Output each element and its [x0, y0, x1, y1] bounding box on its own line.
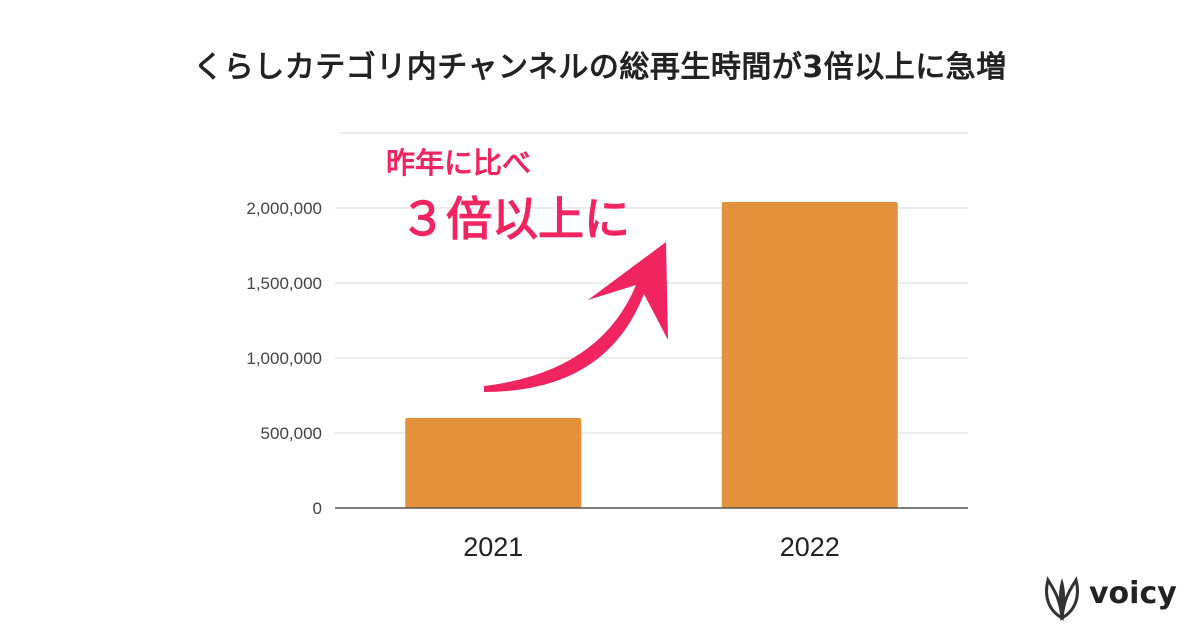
- x-tick-label: 2022: [780, 532, 840, 562]
- x-tick-label: 2021: [463, 532, 523, 562]
- y-axis-ticks: 0 500,000 1,000,000 1,500,000 2,000,000: [246, 199, 322, 518]
- x-axis-ticks: 2021 2022: [463, 532, 840, 562]
- voicy-leaf-logo-icon: [1045, 576, 1079, 621]
- y-tick-label: 2,000,000: [246, 199, 322, 218]
- chart-title: くらしカテゴリ内チャンネルの総再生時間が3倍以上に急増: [193, 50, 1007, 85]
- y-tick-label: 1,000,000: [246, 349, 322, 368]
- voicy-brand: voicy: [1040, 572, 1190, 622]
- growth-arrow-icon: [484, 242, 668, 392]
- bars: [405, 202, 898, 508]
- y-tick-label: 1,500,000: [246, 274, 322, 293]
- callout-line-1: 昨年に比べ: [386, 146, 531, 180]
- bar-2021: [405, 418, 582, 508]
- callout-line-2: ３倍以上に: [400, 192, 630, 246]
- bar-2022: [721, 202, 898, 508]
- y-tick-label: 500,000: [261, 424, 322, 443]
- y-tick-label: 0: [313, 499, 322, 518]
- brand-name: voicy: [1089, 576, 1177, 611]
